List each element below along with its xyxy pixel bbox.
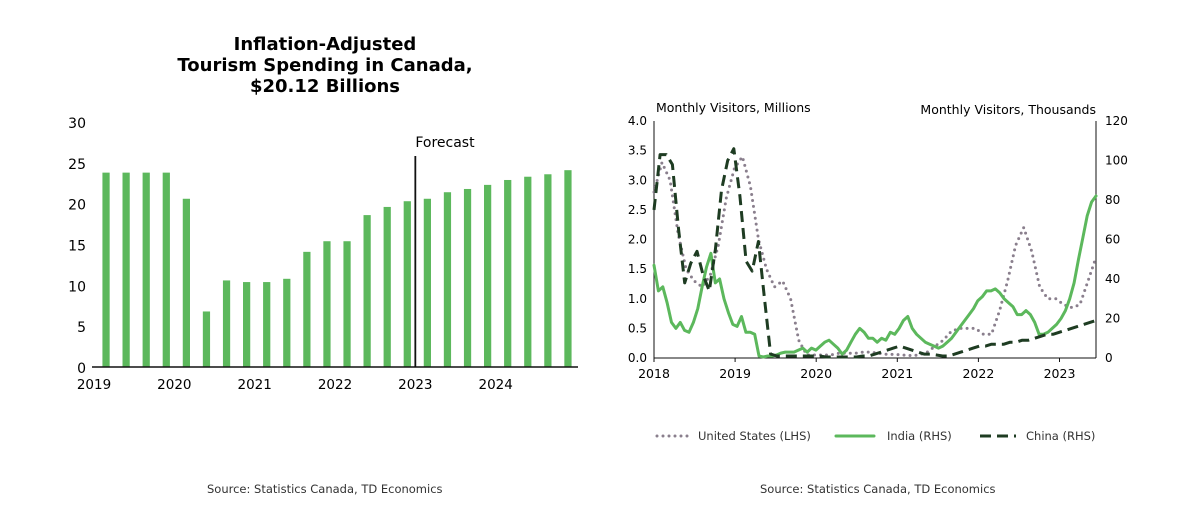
bar-y-tick-label: 5 xyxy=(77,320,86,336)
bar-x-ticks: 2019 2020 2021 2022 2023 2024 xyxy=(77,377,513,393)
bar xyxy=(443,192,452,367)
line-y-tick-label-right: 100 xyxy=(1105,154,1128,168)
bar-chart-source: Source: Statistics Canada, TD Economics xyxy=(207,482,443,496)
line-y-tick-label-right: 60 xyxy=(1105,233,1120,247)
bar xyxy=(263,282,271,367)
line-y-tick-label-right: 20 xyxy=(1105,312,1120,326)
bar xyxy=(102,172,110,367)
bar xyxy=(343,241,351,367)
line-y-tick-label-right: 0 xyxy=(1105,351,1113,365)
bar-chart-title-line-1: Inflation-Adjusted xyxy=(234,34,417,55)
bar xyxy=(484,184,492,367)
line-y-tick-label-left: 0.5 xyxy=(628,321,647,335)
line-x-tick-label: 2019 xyxy=(719,366,751,381)
line-y-tick-label-left: 2.0 xyxy=(628,233,647,247)
line-legend: United States (LHS) India (RHS) China (RHS… xyxy=(655,429,1095,443)
bar xyxy=(403,201,411,367)
legend-label: India (RHS) xyxy=(887,429,952,443)
series-line-solid xyxy=(652,194,1098,359)
bar xyxy=(463,188,472,367)
bar xyxy=(303,251,311,367)
left-axis-label: Monthly Visitors, Millions xyxy=(656,100,811,115)
line-x-tick-label: 2022 xyxy=(962,366,994,381)
line-x-tick-label: 2023 xyxy=(1044,366,1076,381)
line-y-tick-label-left: 4.0 xyxy=(628,114,647,128)
forecast-label: Forecast xyxy=(415,135,475,151)
series-line-dashed xyxy=(652,147,1097,359)
bar xyxy=(524,176,532,367)
bar-x-tick-label: 2020 xyxy=(157,377,191,393)
bar xyxy=(202,311,211,367)
bar-y-tick-label: 25 xyxy=(68,157,86,173)
line-y-tick-label-left: 0.0 xyxy=(628,351,647,365)
bar xyxy=(162,172,170,367)
line-y-tick-label-left: 3.0 xyxy=(628,173,647,187)
line-y-ticks-right: 0 20 40 60 80 100 120 xyxy=(1105,114,1128,365)
bar-y-ticks: 0 5 10 15 20 25 30 xyxy=(68,116,86,377)
bar xyxy=(222,280,231,367)
bar-x-tick-label: 2022 xyxy=(318,377,352,393)
line-x-ticks: 2018 2019 2020 2021 2022 2023 xyxy=(638,358,1075,381)
line-chart: Monthly Visitors, Millions Monthly Visit… xyxy=(628,100,1128,443)
bar-x-tick-label: 2024 xyxy=(478,377,512,393)
line-y-tick-label-left: 2.5 xyxy=(628,203,647,217)
line-x-tick-label: 2018 xyxy=(638,366,670,381)
line-y-tick-label-left: 1.5 xyxy=(628,262,647,276)
line-chart-source: Source: Statistics Canada, TD Economics xyxy=(760,482,996,496)
line-y-tick-label-right: 40 xyxy=(1105,272,1120,286)
bar-chart-title-line-2: Tourism Spending in Canada, xyxy=(177,55,472,76)
bar xyxy=(544,174,552,367)
bar xyxy=(383,206,391,367)
line-x-tick-label: 2021 xyxy=(881,366,913,381)
line-y-tick-label-right: 80 xyxy=(1105,193,1120,207)
line-x-tick-label: 2020 xyxy=(800,366,832,381)
series-line-dotted xyxy=(652,155,1098,358)
bar-y-tick-label: 0 xyxy=(77,361,86,377)
bar-y-tick-label: 20 xyxy=(68,198,86,214)
legend-label: China (RHS) xyxy=(1026,429,1095,443)
bar-series xyxy=(102,170,572,367)
bar xyxy=(243,282,251,367)
bar xyxy=(122,172,130,367)
bar-x-tick-label: 2023 xyxy=(398,377,432,393)
bar-chart-title-line-3: $20.12 Billions xyxy=(250,76,400,97)
bar-chart: Inflation-Adjusted Tourism Spending in C… xyxy=(68,34,578,393)
bar xyxy=(423,198,431,367)
right-axis-label: Monthly Visitors, Thousands xyxy=(920,102,1096,117)
bar xyxy=(142,172,150,367)
line-y-tick-label-left: 3.5 xyxy=(628,144,647,158)
bar xyxy=(363,215,371,367)
line-series-group xyxy=(652,147,1098,359)
bar xyxy=(564,170,572,367)
bar xyxy=(283,278,291,367)
bar-x-tick-label: 2021 xyxy=(237,377,271,393)
legend-label: United States (LHS) xyxy=(698,429,811,443)
line-y-tick-label-left: 1.0 xyxy=(628,292,647,306)
bar xyxy=(323,241,331,367)
bar-x-tick-label: 2019 xyxy=(77,377,111,393)
bar xyxy=(182,198,190,367)
bar-y-tick-label: 15 xyxy=(68,239,86,255)
bar-y-tick-label: 30 xyxy=(68,116,86,132)
line-y-ticks-left: 0.0 0.5 1.0 1.5 2.0 2.5 3.0 3.5 4.0 xyxy=(628,114,647,365)
bar-y-tick-label: 10 xyxy=(68,279,86,295)
line-y-tick-label-right: 120 xyxy=(1105,114,1128,128)
bar xyxy=(504,179,512,367)
